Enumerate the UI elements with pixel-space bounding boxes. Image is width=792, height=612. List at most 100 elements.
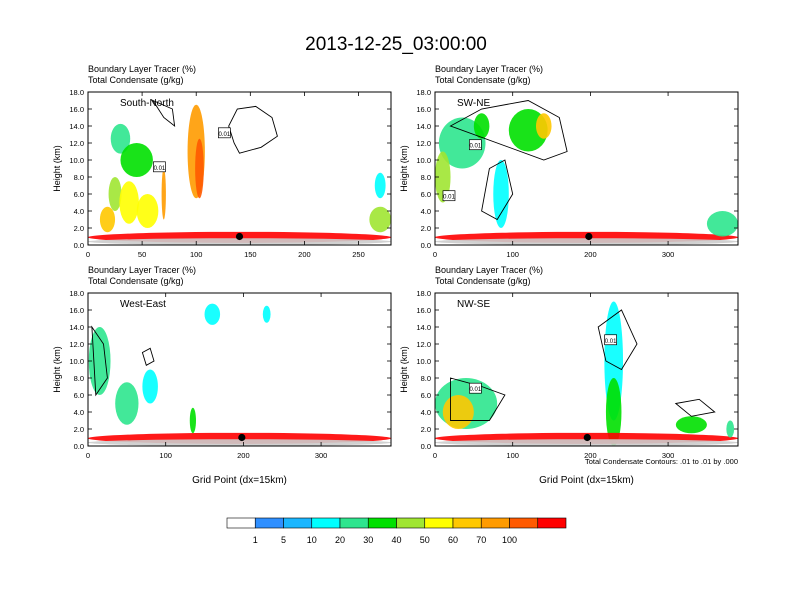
panel-title-line1: Boundary Layer Tracer (%) [88,64,196,74]
contour-label: 0.01 [443,195,455,201]
colorbar-box [226,517,256,529]
y-tick-label: 6.0 [74,190,84,199]
colorbar-box [367,517,397,529]
plot-frame [434,292,739,447]
contour-note: Total Condensate Contours: .01 to .01 by… [585,457,738,466]
contour-label: 0.01 [605,339,617,345]
tracer-blob [161,168,166,220]
contour-label: 0.01 [219,132,231,138]
tracer-blob [115,382,139,425]
y-tick-label: 10.0 [69,156,84,165]
tracer-blob [675,416,707,434]
tracer-blob [88,439,391,446]
x-tick-label: 100 [159,451,172,460]
tracer-blob [726,420,735,438]
x-tick-label: 50 [138,250,146,259]
x-tick-label: 100 [190,250,203,259]
tracer-blob [204,303,221,325]
x-tick-label: 200 [298,250,311,259]
x-tick-label: 250 [352,250,365,259]
y-axis-label: Height (km) [52,346,62,393]
contour-label: 0.01 [470,387,482,393]
y-tick-label: 18.0 [69,289,84,298]
x-tick-label: 100 [506,250,519,259]
x-tick-label: 200 [237,451,250,460]
y-tick-label: 16.0 [69,306,84,315]
y-tick-label: 18.0 [416,88,431,97]
x-tick-label: 100 [506,451,519,460]
tracer-blob [119,181,139,224]
contour-label-box [604,334,617,346]
y-tick-label: 0.0 [421,241,431,250]
colorbar-label: 20 [335,535,345,545]
y-tick-label: 12.0 [69,340,84,349]
condensate-contour [228,105,278,154]
panel-title-line1: Boundary Layer Tracer (%) [435,64,543,74]
y-tick-label: 14.0 [416,122,431,131]
y-tick-label: 14.0 [69,122,84,131]
x-axis-label: Grid Point (dx=15km) [192,475,287,486]
panel-label: SW-NE [457,98,490,109]
panel-title-line1: Boundary Layer Tracer (%) [435,265,543,275]
y-tick-label: 2.0 [421,425,431,434]
panel-title-line2: Total Condensate (g/kg) [88,75,184,85]
y-tick-label: 10.0 [416,357,431,366]
colorbar-label: 70 [476,535,486,545]
colorbar-label: 5 [281,535,286,545]
tracer-blob [706,211,738,237]
tracer-blob [99,206,116,233]
tracer-blob [435,439,738,446]
y-tick-label: 18.0 [69,88,84,97]
tracer-blob [493,160,509,228]
colorbar-box [254,517,284,529]
panel-label: South-North [120,98,174,109]
contour-label-box [218,127,231,139]
y-tick-label: 8.0 [74,374,84,383]
panel-title-line2: Total Condensate (g/kg) [435,276,531,286]
colorbar-label: 30 [363,535,373,545]
colorbar-box [480,517,510,529]
colorbar-label: 50 [420,535,430,545]
location-marker [235,232,244,241]
y-tick-label: 12.0 [416,340,431,349]
plot-frame [87,292,392,447]
location-marker [238,433,246,442]
y-tick-label: 6.0 [421,190,431,199]
tracer-blob [536,113,552,139]
y-tick-label: 10.0 [416,156,431,165]
tracer-blob [110,123,131,154]
condensate-contour [91,325,108,397]
panel-label: NW-SE [457,299,490,310]
tracer-blob [369,206,391,233]
tracer-blob [442,395,474,429]
y-tick-label: 16.0 [69,105,84,114]
y-tick-label: 10.0 [69,357,84,366]
tracer-blob [438,117,486,169]
y-tick-label: 16.0 [416,105,431,114]
contour-label-box [469,139,482,151]
x-tick-label: 0 [433,250,437,259]
x-tick-label: 300 [662,250,675,259]
y-tick-label: 6.0 [421,391,431,400]
y-tick-label: 2.0 [421,224,431,233]
y-axis-label: Height (km) [399,346,409,393]
tracer-blob [435,238,738,245]
x-tick-label: 200 [584,451,597,460]
y-tick-label: 4.0 [74,207,84,216]
contour-label: 0.01 [154,166,166,172]
panel-title-line1: Boundary Layer Tracer (%) [88,265,196,275]
condensate-contour [141,347,155,366]
condensate-contour [481,159,514,221]
x-tick-label: 300 [662,451,675,460]
condensate-contour [449,100,568,161]
x-tick-label: 200 [584,250,597,259]
tracer-blob [136,194,159,228]
colorbar-box [537,517,567,529]
colorbar-label: 10 [307,535,317,545]
colorbar-box [452,517,482,529]
x-tick-label: 0 [433,451,437,460]
y-tick-label: 4.0 [74,408,84,417]
panel-west-east: 0 100 200 300 0.0 2.0 4.0 6.0 8.0 10.0 12.0 14.0 16.… [52,265,392,486]
tracer-blob [262,305,271,323]
